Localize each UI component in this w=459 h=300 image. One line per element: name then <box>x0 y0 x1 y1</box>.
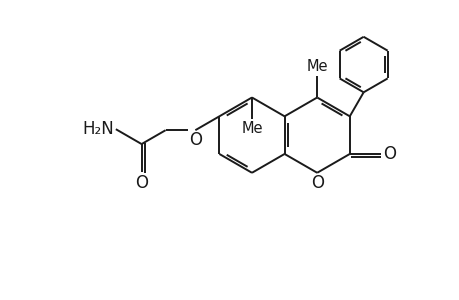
Text: Me: Me <box>241 121 262 136</box>
Text: O: O <box>383 145 396 163</box>
Text: O: O <box>310 174 323 192</box>
Text: Me: Me <box>306 59 327 74</box>
Text: H₂N: H₂N <box>82 120 114 138</box>
Text: O: O <box>135 174 148 192</box>
Text: O: O <box>189 131 202 149</box>
